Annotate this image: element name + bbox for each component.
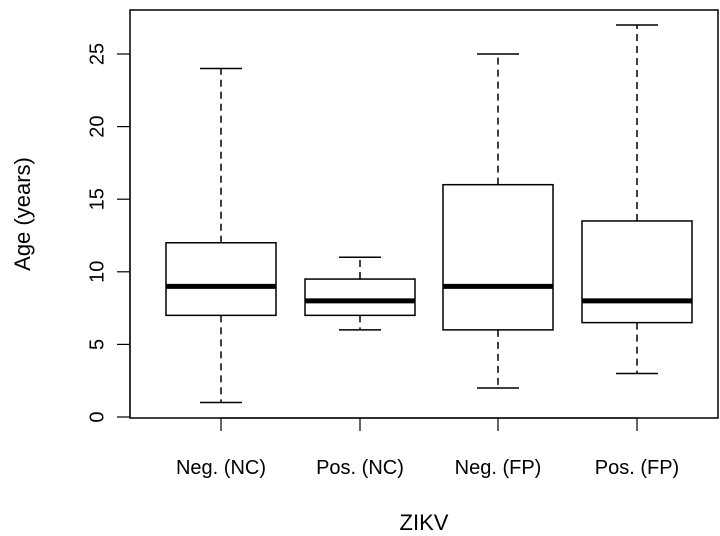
x-tick-label: Pos. (FP) <box>595 457 679 479</box>
x-tick-label: Neg. (FP) <box>455 457 542 479</box>
y-tick-label: 25 <box>86 43 108 65</box>
box-2 <box>442 53 554 389</box>
plot-frame <box>129 9 719 419</box>
x-axis: Neg. (NC) Pos. (NC) Neg. (FP) Pos. (FP) <box>176 417 679 479</box>
box-1 <box>304 256 416 331</box>
iqr-box <box>304 278 416 317</box>
iqr-box <box>165 242 277 317</box>
y-axis: 0 5 10 15 20 25 <box>86 43 131 423</box>
y-tick-label: 20 <box>86 115 108 137</box>
iqr-box <box>442 183 554 331</box>
y-tick-label: 10 <box>86 261 108 283</box>
y-tick-label: 5 <box>86 339 108 350</box>
y-axis-title: Age (years) <box>10 157 35 271</box>
box-3 <box>581 24 693 375</box>
x-tick-label: Neg. (NC) <box>176 457 266 479</box>
x-axis-title: ZIKV <box>400 510 449 535</box>
x-tick-label: Pos. (NC) <box>316 457 404 479</box>
y-tick-label: 0 <box>86 411 108 422</box>
y-tick-label: 15 <box>86 188 108 210</box>
boxes-group <box>165 24 693 404</box>
box-0 <box>165 67 277 404</box>
iqr-box <box>581 220 693 324</box>
